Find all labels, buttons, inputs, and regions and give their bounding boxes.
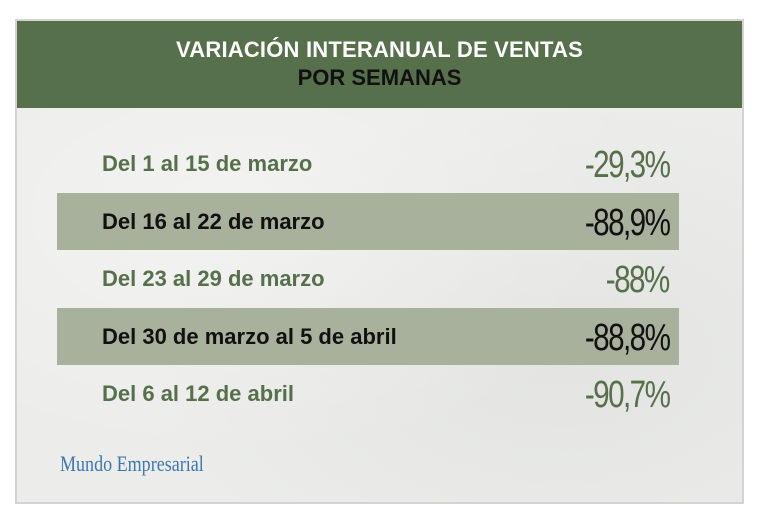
row-label: Del 30 de marzo al 5 de abril: [102, 324, 397, 349]
row-value: -29,3%: [584, 144, 670, 186]
chart-subtitle: POR SEMANAS: [297, 65, 462, 90]
row-value: -88,9%: [584, 202, 670, 244]
row-label: Del 1 al 15 de marzo: [102, 151, 313, 176]
table-row: Del 1 al 15 de marzo -29,3%: [57, 135, 679, 192]
table-row: Del 23 al 29 de marzo -88%: [57, 250, 679, 307]
row-label: Del 6 al 12 de abril: [102, 381, 294, 406]
row-label: Del 23 al 29 de marzo: [102, 266, 325, 291]
chart-header: VARIACIÓN INTERANUAL DE VENTAS POR SEMAN…: [17, 21, 742, 108]
row-value: -90,7%: [584, 374, 670, 416]
source-credit: Mundo Empresarial: [60, 451, 204, 476]
row-value: -88%: [606, 259, 671, 301]
chart-title: VARIACIÓN INTERANUAL DE VENTAS: [176, 37, 583, 62]
row-value: -88,8%: [584, 317, 670, 359]
table-row: Del 16 al 22 de marzo -88,9%: [57, 193, 679, 250]
chart-card: VARIACIÓN INTERANUAL DE VENTAS POR SEMAN…: [15, 19, 744, 504]
row-label: Del 16 al 22 de marzo: [102, 209, 325, 234]
table-row: Del 6 al 12 de abril -90,7%: [57, 365, 679, 422]
table-row: Del 30 de marzo al 5 de abril -88,8%: [57, 308, 679, 365]
